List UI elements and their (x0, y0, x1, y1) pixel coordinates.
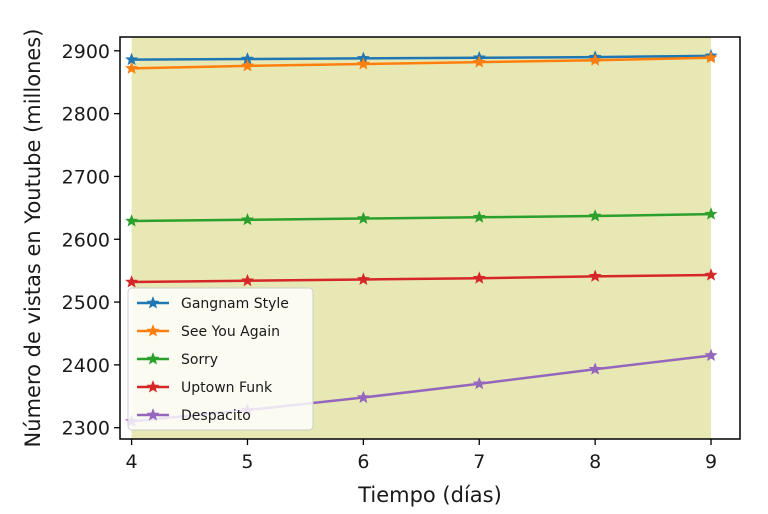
series-line-2 (131, 212, 712, 223)
data-point (240, 212, 254, 226)
data-point (356, 390, 370, 404)
legend-label: Gangnam Style (181, 296, 289, 312)
data-point (472, 271, 486, 284)
data-point (356, 57, 370, 70)
data-point (125, 61, 139, 74)
y-axis-label: Número de vistas en Youtube (millones) (21, 29, 45, 448)
series-line-3 (131, 273, 712, 284)
y-tick-label: 2300 (62, 418, 110, 440)
legend-label: Despacito (181, 408, 251, 424)
x-tick-label: 4 (126, 451, 138, 473)
y-tick-label: 2400 (62, 355, 110, 377)
data-point (240, 59, 254, 72)
series-line-0 (131, 54, 712, 61)
data-point (704, 50, 718, 64)
x-tick-label: 6 (357, 451, 369, 473)
data-point (472, 210, 486, 223)
legend: Gangnam Style See You Again Sorry Uptown Fu… (127, 287, 314, 431)
data-point (588, 209, 602, 222)
data-point (125, 214, 139, 227)
legend-marker (146, 296, 160, 309)
legend-label: Sorry (181, 352, 218, 368)
data-point (240, 273, 254, 287)
data-point (472, 55, 486, 68)
data-point (356, 272, 370, 285)
legend-label: See You Again (181, 324, 280, 340)
data-point (704, 268, 718, 281)
series-line-1 (131, 56, 712, 70)
data-point (588, 53, 602, 66)
x-tick-label: 8 (589, 451, 601, 473)
legend-marker (146, 324, 160, 337)
data-point (704, 348, 718, 361)
x-axis-label: Tiempo (días) (357, 483, 502, 507)
legend-marker (146, 380, 160, 393)
plot-frame (119, 36, 741, 440)
data-point (588, 362, 602, 375)
data-point (704, 207, 718, 220)
y-tick-label: 2700 (62, 166, 110, 188)
y-tick-label: 2800 (62, 104, 110, 126)
legend-label: Uptown Funk (181, 380, 273, 396)
x-tick-label: 5 (241, 451, 253, 473)
data-point (125, 275, 139, 288)
legend-marker (146, 408, 160, 421)
y-tick-label: 2600 (62, 229, 110, 251)
data-point (356, 211, 370, 225)
y-tick-label: 2900 (62, 41, 110, 63)
x-tick-label: 9 (705, 451, 717, 473)
x-tick-label: 7 (473, 451, 485, 473)
legend-box (127, 287, 314, 431)
legend-marker (146, 352, 160, 365)
y-tick-label: 2500 (62, 292, 110, 314)
data-point (472, 376, 486, 390)
data-point (588, 269, 602, 282)
